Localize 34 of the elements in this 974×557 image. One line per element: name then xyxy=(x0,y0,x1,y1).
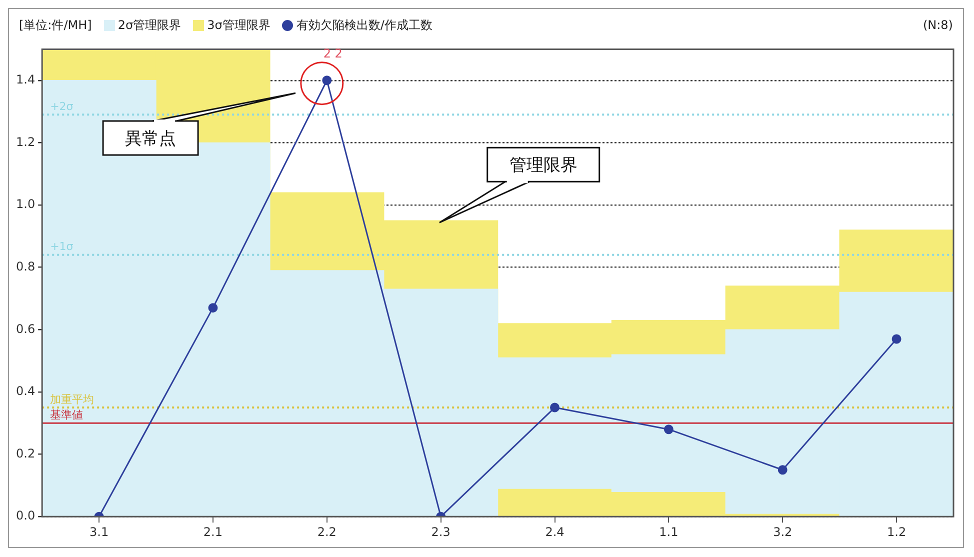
y-tick-label: 0.0 xyxy=(16,508,36,523)
ref-line-label: +2σ xyxy=(50,100,74,113)
point xyxy=(322,76,332,86)
x-tick-label: 2.2 xyxy=(317,524,336,539)
ref-line-label: +1σ xyxy=(50,240,74,254)
annotation: 2 2 xyxy=(323,46,342,60)
y-tick-label: 0.8 xyxy=(16,259,36,274)
ref-line-label: 加重平均 xyxy=(50,392,94,406)
annotation: 異常点 xyxy=(125,129,176,150)
y-tick-label: 0.6 xyxy=(16,322,36,336)
x-tick-label: 1.1 xyxy=(659,524,678,539)
x-tick-label: 2.1 xyxy=(203,524,223,539)
legend-label: 3σ管理限界 xyxy=(207,16,270,34)
point xyxy=(664,424,674,434)
chart-title: [単位:件/MH] xyxy=(19,16,92,34)
point xyxy=(892,334,902,344)
legend-label: 有効欠陥検出数/作成工数 xyxy=(296,16,432,34)
y-tick-label: 1.2 xyxy=(16,134,36,149)
y-tick-label: 0.2 xyxy=(16,446,36,460)
x-tick-label: 2.3 xyxy=(431,524,450,539)
legend-label: 2σ管理限界 xyxy=(118,16,182,34)
x-tick-label: 2.4 xyxy=(545,524,564,539)
x-tick-label: 3.1 xyxy=(90,524,109,539)
y-tick-label: 1.4 xyxy=(16,72,36,86)
x-tick-label: 3.2 xyxy=(773,524,792,539)
y-tick-label: 1.0 xyxy=(16,197,36,212)
text: (N:8) xyxy=(922,18,953,32)
ref-line-label: 基準値 xyxy=(50,408,84,422)
x-tick-label: 1.2 xyxy=(886,524,906,539)
point xyxy=(778,465,788,475)
y-tick-label: 0.4 xyxy=(16,384,36,398)
point xyxy=(208,303,218,313)
point xyxy=(550,402,560,412)
annotation: 管理限界 xyxy=(509,156,578,176)
